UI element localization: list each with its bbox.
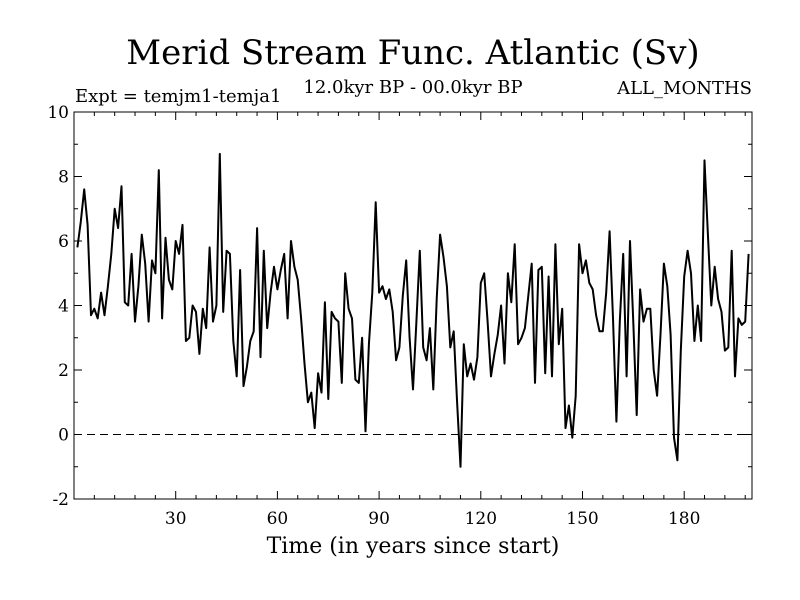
y-tick-label: 2: [58, 361, 69, 381]
x-tick-label: 60: [267, 509, 289, 529]
plot-frame: [73, 111, 753, 500]
y-tick-label: -2: [52, 490, 69, 510]
y-tick-label: 0: [58, 426, 69, 446]
plot-area: [74, 111, 752, 500]
y-tick-label: 4: [58, 297, 69, 317]
x-tick-label: 30: [165, 509, 187, 529]
series-line-0: [76, 152, 750, 468]
subtitle-right: ALL_MONTHS: [616, 78, 752, 99]
x-tick-label: 90: [368, 509, 390, 529]
y-tick-label: 10: [47, 103, 69, 123]
x-axis-label: Time (in years since start): [267, 534, 560, 559]
x-tick-label: 180: [668, 509, 700, 529]
subtitle-left: Expt = temjm1-temja1: [75, 86, 281, 107]
subtitle-center: 12.0kyr BP - 00.0kyr BP: [303, 77, 522, 98]
y-tick-label: 8: [58, 168, 69, 188]
y-tick-label: 6: [58, 232, 69, 252]
chart-title: Merid Stream Func. Atlantic (Sv): [126, 33, 699, 73]
x-tick-label: 150: [566, 509, 598, 529]
x-tick-label: 120: [465, 509, 497, 529]
